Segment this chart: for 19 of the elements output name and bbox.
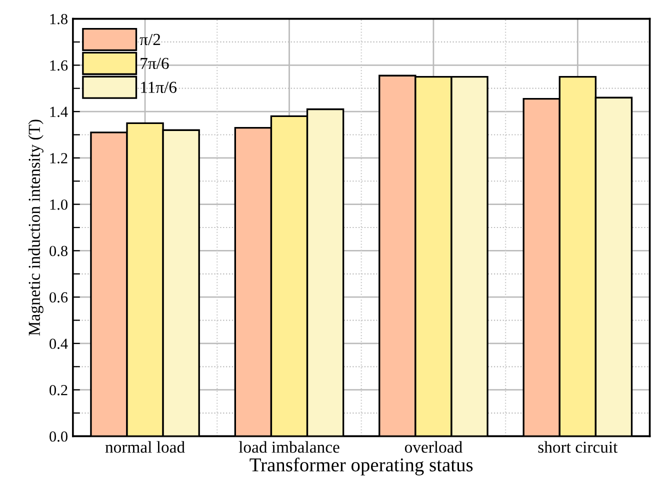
x-tick-label: overload <box>404 441 462 453</box>
y-tick-label: 1.2 <box>50 153 68 164</box>
x-tick-label: load imbalance <box>238 441 340 453</box>
y-tick-label: 0.4 <box>50 338 68 349</box>
x-tick-label: short circuit <box>538 441 618 453</box>
y-tick-label: 0.8 <box>50 246 68 256</box>
y-axis-title: Magnetic induction intensity (T) <box>28 120 44 336</box>
y-tick-label: 0.2 <box>50 384 68 396</box>
y-tick-label: 1.4 <box>50 106 68 118</box>
y-tick-label: 1.8 <box>50 14 68 24</box>
x-axis-title: Transformer operating status <box>250 458 473 476</box>
y-tick-label: 1.6 <box>50 60 68 71</box>
x-tick-label: normal load <box>105 441 185 453</box>
legend-label: 7π/6 <box>140 58 169 70</box>
y-tick-label: 1.0 <box>50 199 68 210</box>
legend-label: π/2 <box>140 34 160 46</box>
legend-label: 11π/6 <box>141 82 177 93</box>
y-tick-label: 0.6 <box>50 292 68 303</box>
y-tick-label: 0.0 <box>50 431 68 442</box>
